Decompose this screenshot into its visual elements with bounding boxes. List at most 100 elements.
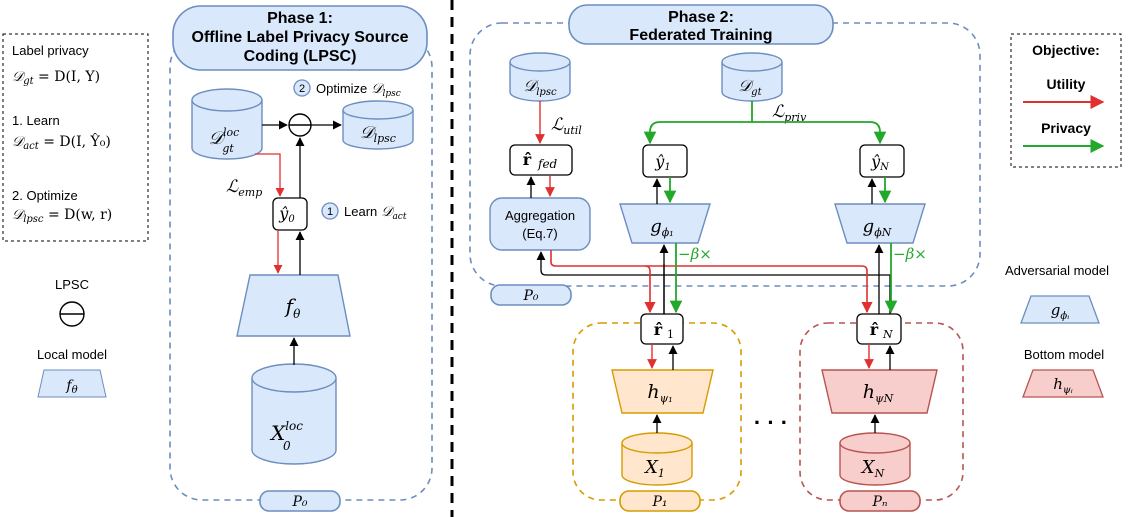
yhat0-box: ŷ0 [272, 197, 308, 231]
svg-text:hψᵢ: hψᵢ [1053, 375, 1073, 396]
svg-text:gϕᵢ: gϕᵢ [1051, 301, 1069, 322]
svg-text:ŷN: ŷN [870, 152, 890, 173]
adversarial-trapezoid-icon [1020, 295, 1100, 324]
svg-text:hψ₁: hψ₁ [647, 381, 672, 405]
x0-loc-label: Xloc 0 [269, 419, 303, 453]
step2-text: Optimize 𝒟lpsc [316, 81, 401, 99]
local-model-trapezoid-icon [37, 369, 107, 398]
svg-text:XN: XN [860, 457, 885, 480]
svg-text:X1: X1 [643, 457, 665, 480]
step2-optimize-label: 2 Optimize 𝒟lpsc [293, 79, 401, 99]
h-psi1-model: hψ₁ [611, 369, 714, 414]
phase1-title-line1: Phase 1: [267, 10, 333, 27]
svg-text:fed: fed [537, 157, 558, 171]
neg-beta-label-n: −β× [893, 245, 927, 263]
learn-step: 1. Learn [12, 113, 60, 128]
step1-learn-label: 1 Learn 𝒟act [321, 202, 407, 222]
svg-text:ŷ0: ŷ0 [278, 204, 295, 225]
g-phi1-model: gϕ₁ [619, 203, 711, 244]
partyN-badge [839, 490, 921, 512]
svg-text:r̂: r̂ [870, 320, 879, 339]
phase1-party-label: P₀ [291, 494, 307, 510]
local-model-legend-sym: fθ [65, 378, 77, 396]
lpsc-operator-icon [59, 301, 85, 327]
phase1-title-box [172, 5, 428, 71]
dlpsc-cylinder-phase1: 𝒟lpsc [342, 100, 414, 150]
svg-text:2: 2 [299, 83, 305, 95]
xN-cylinder: XN [839, 432, 911, 486]
svg-text:ŷ1: ŷ1 [654, 152, 670, 173]
dgt-cylinder: 𝒟gt [721, 52, 783, 102]
priv-arrow-n [752, 121, 887, 145]
phase2-title-line1: Phase 2: [668, 9, 734, 26]
dlpsc-label-phase1: 𝒟lpsc [360, 123, 396, 145]
svg-text:1: 1 [667, 328, 674, 341]
partyN-region: Pₙ [799, 322, 964, 512]
parties-ellipsis: · · · [754, 410, 788, 435]
eq-dgt: 𝒟gt = D(I, Y) [12, 69, 100, 87]
party1-label: P₁ [651, 494, 667, 510]
loss-util-label: ℒutil [551, 115, 582, 137]
bottom-model-legend: Bottom model hψᵢ [1022, 347, 1104, 398]
svg-text:r̂: r̂ [654, 320, 663, 339]
adversarial-legend: Adversarial model gϕᵢ [1005, 263, 1109, 324]
svg-text:N: N [882, 328, 893, 341]
r1-box: r̂ 1 [640, 313, 684, 345]
agg-to-r1-arrow [550, 250, 656, 314]
objective-utility-label: Utility [1047, 76, 1086, 92]
lpsc-legend: LPSC [55, 277, 89, 327]
yhat1-box: ŷ1 [642, 144, 688, 178]
svg-text:𝒟lpsc: 𝒟lpsc [523, 76, 557, 98]
neg-beta-label-1: −β× [678, 245, 712, 263]
partyN-label: Pₙ [871, 494, 887, 510]
adversarial-legend-label: Adversarial model [1005, 263, 1109, 278]
aggregation-label: Aggregation [505, 208, 575, 223]
phase1-title-line2: Offline Label Privacy Source [192, 29, 409, 46]
optimize-step: 2. Optimize [12, 188, 78, 203]
loss-emp-label: ℒemp [226, 177, 262, 199]
h-psiN-model: hψN [821, 369, 938, 414]
definitions-box: Label privacy 𝒟gt = D(I, Y) 1. Learn 𝒟ac… [2, 33, 149, 242]
phase2-party0-label: P₀ [522, 288, 538, 304]
dgt-loc-label: 𝒟loc gt [209, 126, 240, 155]
objective-title: Objective: [1032, 42, 1100, 58]
phase2-title-line2: Federated Training [629, 27, 772, 44]
bottom-model-legend-label: Bottom model [1024, 347, 1104, 362]
phase1-title-line3: Coding (LPSC) [244, 48, 357, 65]
phase1-party-badge [259, 490, 341, 512]
aggregation-box: Aggregation (Eq.7) [489, 197, 591, 251]
dgt-loc-cylinder: 𝒟loc gt [191, 88, 263, 160]
local-model-legend-label: Local model [37, 347, 107, 362]
agg-to-rN-arrow [645, 265, 873, 314]
local-model-legend: Local model fθ [37, 347, 107, 398]
bottom-model-trapezoid-icon [1022, 369, 1104, 398]
x0-loc-cylinder: Xloc 0 [251, 363, 337, 465]
dlpsc-cylinder-phase2: 𝒟lpsc [509, 52, 571, 102]
priv-arrow-1 [643, 101, 753, 145]
loss-priv-label: ℒpriv [772, 102, 807, 124]
phase2-party0-badge [490, 284, 572, 306]
svg-text:gϕ₁: gϕ₁ [650, 216, 673, 239]
rN-to-agg-line [536, 251, 891, 318]
party1-badge [619, 490, 701, 512]
svg-text:gϕN: gϕN [863, 216, 892, 239]
svg-text:hψN: hψN [863, 381, 894, 405]
emp-arrow [255, 153, 285, 197]
label-privacy-heading: Label privacy [12, 43, 89, 58]
x1-cylinder: X1 [621, 432, 693, 486]
rN-box: r̂ N [856, 313, 902, 345]
phase2-title-box [568, 4, 834, 45]
aggregation-eq: (Eq.7) [522, 226, 557, 241]
svg-text:r̂: r̂ [523, 150, 532, 169]
lpsc-legend-label: LPSC [55, 277, 89, 292]
lpsc-operator [288, 113, 312, 137]
phase1-region: Phase 1: Offline Label Privacy Source Co… [169, 5, 433, 512]
g-phiN-model: gϕN [834, 203, 926, 244]
svg-text:𝒟gt: 𝒟gt [738, 76, 762, 98]
eq-dact: 𝒟act = D(I, Ŷ₀) [12, 132, 111, 152]
r-fed-box: r̂ fed [509, 144, 573, 176]
phase2-server-region: Phase 2: Federated Training P₀ [469, 4, 981, 306]
eq-dlpsc: 𝒟lpsc = D(w, r) [12, 207, 112, 225]
svg-text:1: 1 [327, 206, 333, 218]
